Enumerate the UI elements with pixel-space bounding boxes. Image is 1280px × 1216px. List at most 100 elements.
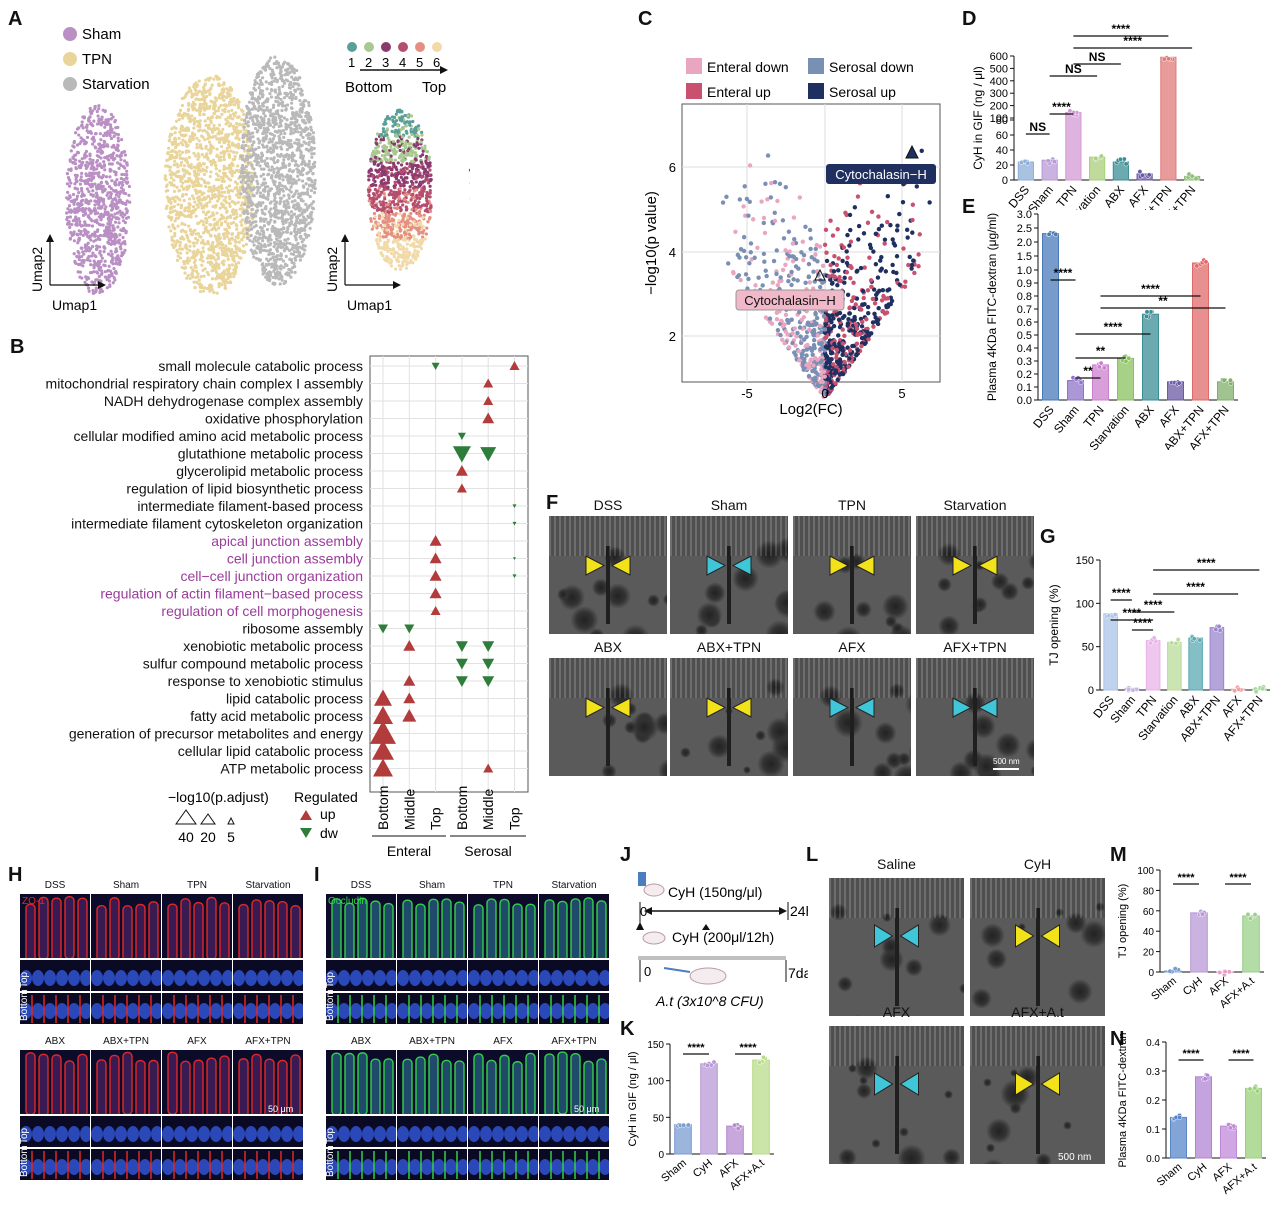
y-tick-label: 20 bbox=[1143, 948, 1155, 959]
volcano-point bbox=[831, 323, 837, 329]
villus bbox=[25, 903, 36, 958]
data-point bbox=[1175, 637, 1181, 642]
volcano-point bbox=[738, 277, 743, 283]
row-label: Top bbox=[19, 1127, 30, 1144]
villus bbox=[557, 1051, 568, 1114]
volcano-point bbox=[894, 254, 900, 259]
volcano-point bbox=[772, 218, 778, 224]
bar bbox=[752, 1059, 770, 1155]
arrowhead-icon bbox=[854, 697, 875, 718]
volcano-point bbox=[919, 148, 924, 153]
villus bbox=[454, 901, 465, 958]
go-term-label: response to xenobiotic stimulus bbox=[168, 673, 363, 689]
nucleus bbox=[80, 1126, 90, 1142]
volcano-point bbox=[771, 258, 777, 264]
panelH-row_bottom-zoom bbox=[233, 1149, 303, 1180]
volcano-point bbox=[831, 269, 837, 274]
volcano-point bbox=[854, 322, 859, 328]
arrowhead-icon bbox=[610, 555, 631, 576]
significance-label: NS bbox=[1089, 50, 1106, 64]
volcano-point bbox=[872, 301, 878, 306]
nucleus bbox=[539, 1003, 551, 1019]
y-tick-label: 60 bbox=[996, 130, 1008, 142]
panelH-row_top-zoom bbox=[20, 960, 90, 991]
bar bbox=[1167, 641, 1182, 691]
em-image-abx bbox=[549, 658, 667, 776]
data-point bbox=[1126, 686, 1132, 692]
nucleus bbox=[245, 970, 257, 986]
volcano-point bbox=[804, 347, 810, 352]
villus bbox=[441, 898, 452, 958]
go-column-label: Bottom bbox=[454, 786, 470, 830]
arrowhead-icon bbox=[1015, 1072, 1035, 1096]
volcano-point bbox=[834, 311, 840, 317]
panelH-villi-image bbox=[162, 894, 232, 958]
volcano-point bbox=[837, 275, 842, 280]
if-title: Sham bbox=[418, 880, 446, 891]
volcano-point bbox=[735, 274, 740, 280]
volcano-point bbox=[832, 253, 837, 259]
villus bbox=[486, 1059, 497, 1114]
volcano-point bbox=[830, 346, 835, 351]
villus bbox=[415, 1056, 426, 1114]
nucleus bbox=[374, 970, 386, 986]
significance-label: ** bbox=[1158, 294, 1168, 308]
villus bbox=[193, 1059, 204, 1114]
volcano-point bbox=[860, 319, 865, 325]
nucleus bbox=[68, 1003, 80, 1019]
villus bbox=[64, 1060, 75, 1114]
volcano-point bbox=[823, 318, 829, 323]
volcano-point bbox=[840, 341, 845, 346]
nucleus bbox=[397, 1159, 409, 1175]
legend-dot-sham bbox=[63, 27, 77, 41]
villus bbox=[570, 1053, 581, 1114]
nucleus bbox=[362, 1159, 374, 1175]
nucleus bbox=[457, 1159, 467, 1175]
syringe-icon bbox=[638, 872, 646, 886]
volcano-point bbox=[814, 242, 819, 248]
volcano-point bbox=[859, 335, 865, 341]
nucleus bbox=[445, 970, 457, 986]
volcano-point bbox=[789, 317, 794, 322]
volcano-point bbox=[807, 227, 813, 233]
go-term-label: regulation of lipid biosynthetic process bbox=[126, 481, 363, 497]
c-ytick-2: 2 bbox=[669, 329, 676, 344]
y-axis-label: TJ opening (%) bbox=[1117, 884, 1129, 959]
panelH-row_bottom-zoom bbox=[233, 993, 303, 1024]
volcano-point bbox=[822, 242, 828, 248]
volcano-point bbox=[807, 327, 812, 333]
nucleus bbox=[528, 1003, 538, 1019]
nucleus bbox=[32, 1159, 44, 1175]
arrowhead-icon bbox=[585, 697, 606, 718]
villus bbox=[264, 900, 275, 958]
c-legend-enteral-down: Enteral down bbox=[707, 59, 789, 75]
villus bbox=[331, 898, 342, 958]
volcano-point bbox=[814, 321, 819, 326]
data-point bbox=[1189, 173, 1195, 179]
mouse-icon-2 bbox=[642, 931, 666, 945]
volcano-point bbox=[866, 310, 871, 316]
villus bbox=[64, 896, 75, 958]
panelH-row_bottom-zoom bbox=[162, 1149, 232, 1180]
y-tick-label: 3.0 bbox=[1017, 210, 1032, 221]
volcano-point bbox=[762, 259, 767, 264]
panel-label-g: G bbox=[1040, 526, 1056, 548]
volcano-point bbox=[910, 217, 915, 223]
y-tick-label: 0.2 bbox=[1146, 1096, 1160, 1107]
panelH-villi-image bbox=[233, 894, 303, 958]
category-label: Sham bbox=[1051, 403, 1082, 436]
volcano-point bbox=[787, 253, 792, 259]
volcano-point bbox=[830, 362, 836, 367]
data-point bbox=[1053, 231, 1059, 237]
nucleus bbox=[139, 1159, 151, 1175]
volcano-point bbox=[839, 370, 845, 376]
y-axis-label: TJ opening (%) bbox=[1047, 584, 1061, 665]
c-legend-serosal-down: Serosal down bbox=[829, 59, 914, 75]
volcano-point bbox=[795, 278, 800, 283]
volcano-point bbox=[850, 343, 855, 349]
nucleus bbox=[492, 1003, 504, 1019]
villus bbox=[96, 904, 107, 958]
volcano-point bbox=[861, 231, 867, 236]
go-point bbox=[403, 692, 416, 704]
volcano-point bbox=[833, 381, 838, 386]
